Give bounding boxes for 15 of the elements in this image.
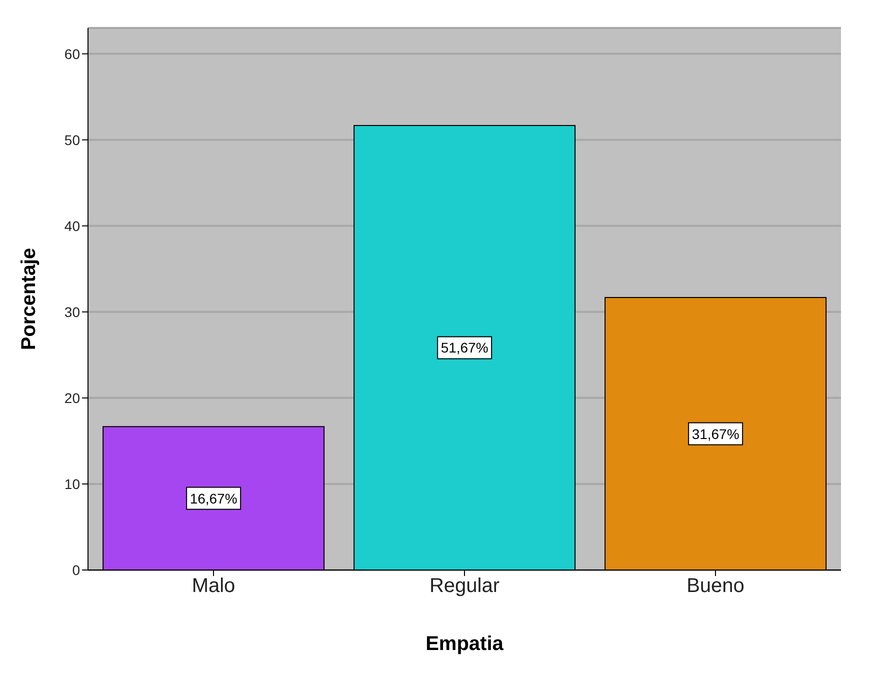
- y-tick-label: 60: [64, 46, 80, 62]
- data-label: 31,67%: [692, 426, 740, 442]
- y-tick-label: 30: [64, 304, 80, 320]
- data-label: 51,67%: [440, 340, 488, 356]
- y-tick-label: 0: [72, 562, 80, 578]
- x-axis-title: Empatia: [426, 633, 504, 655]
- y-tick-label: 20: [64, 390, 80, 406]
- data-label: 16,67%: [190, 490, 238, 506]
- y-tick-label: 40: [64, 218, 80, 234]
- y-axis-title: Porcentaje: [18, 248, 40, 350]
- y-tick-label: 10: [64, 476, 80, 492]
- x-tick-label: Bueno: [686, 575, 744, 598]
- y-tick-label: 50: [64, 132, 80, 148]
- x-tick-label: Regular: [429, 575, 500, 598]
- x-tick-label: Malo: [192, 575, 236, 598]
